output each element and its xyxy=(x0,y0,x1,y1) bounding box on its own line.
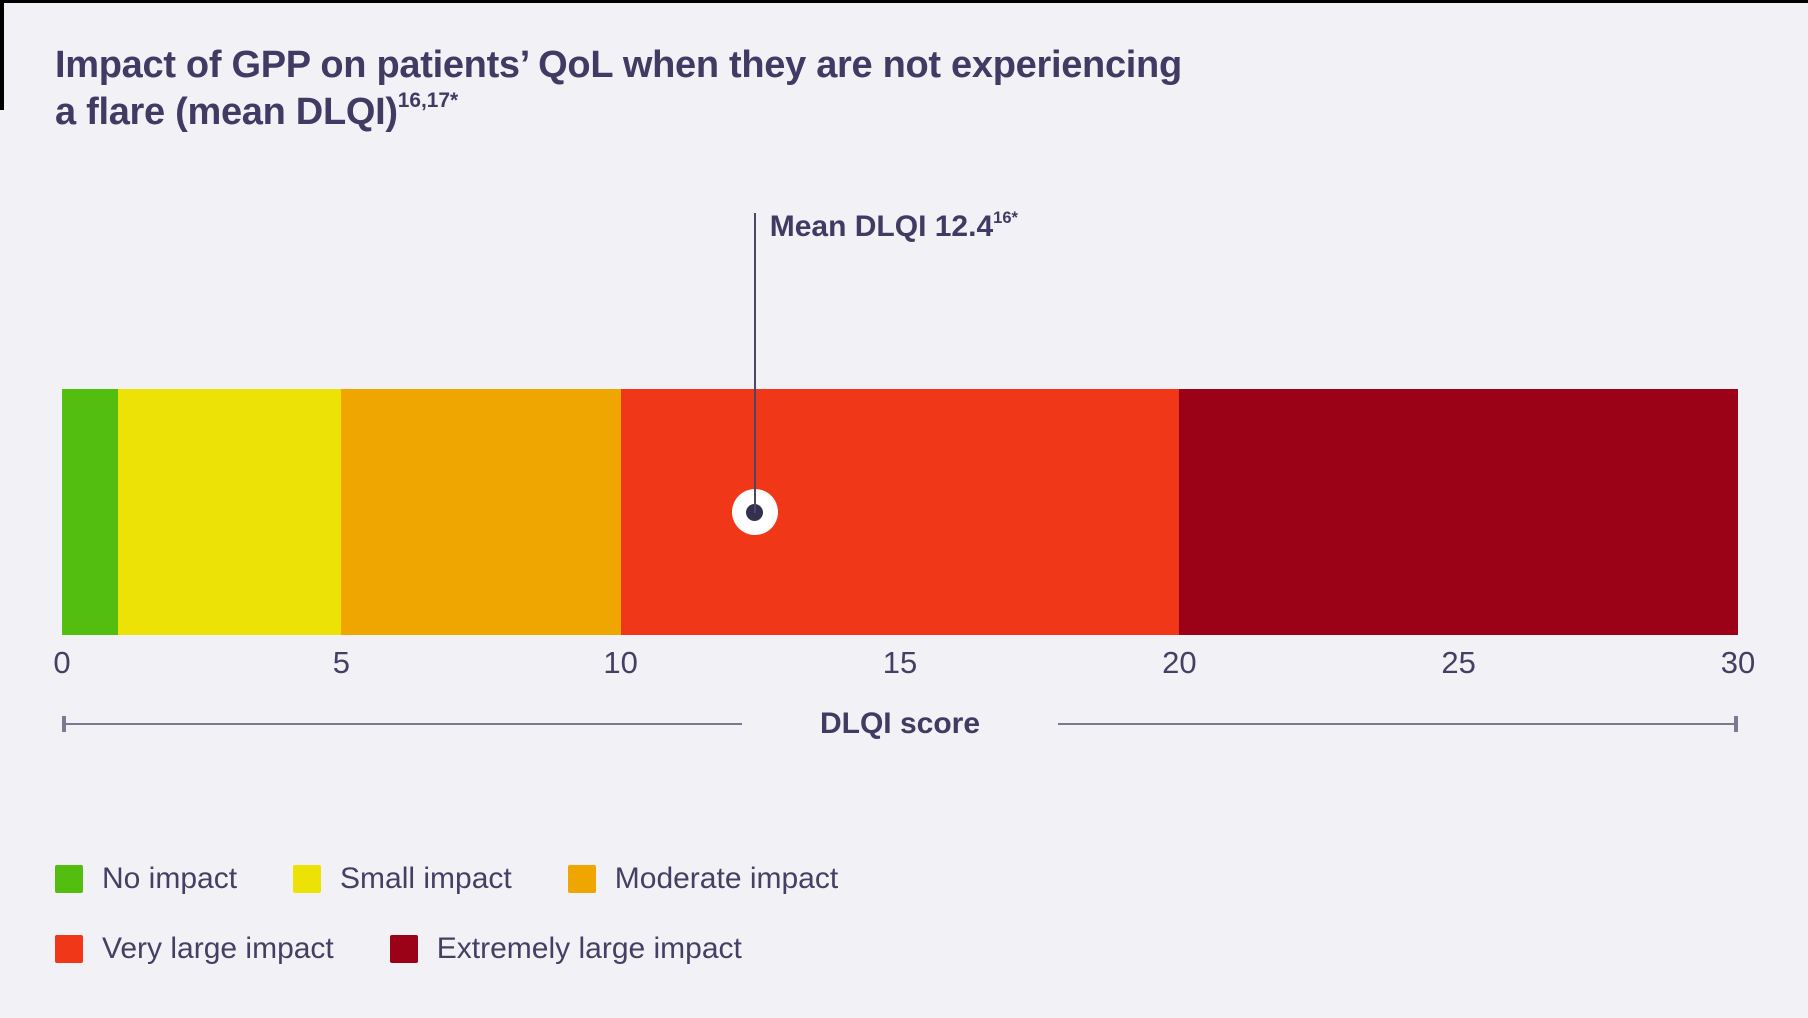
legend-swatch-icon xyxy=(55,935,83,963)
legend-label: Small impact xyxy=(340,862,512,895)
tick-label-10: 10 xyxy=(603,645,638,680)
mean-leader-line xyxy=(753,213,756,513)
title-reference-superscript: 16,17* xyxy=(397,89,459,113)
mean-dlqi-text: Mean DLQI 12.4 xyxy=(769,210,994,243)
legend-label: Extremely large impact xyxy=(436,932,742,965)
legend: No impact Small impact Moderate impact Very… xyxy=(55,862,838,1002)
x-axis-label: DLQI score xyxy=(819,707,981,740)
legend-row: No impact Small impact Moderate impact xyxy=(55,862,838,896)
tick-label-25: 25 xyxy=(1441,645,1476,680)
band-small-impact xyxy=(117,389,342,635)
legend-item-extremely-large-impact: Extremely large impact xyxy=(389,932,742,966)
mean-reference-superscript: 16* xyxy=(993,208,1018,227)
tick-label-5: 5 xyxy=(332,645,350,680)
plot-area: Mean DLQI 12.416* 0 5 10 15 20 25 30 DLQI scor… xyxy=(53,208,1755,740)
band-extremely-large-impact xyxy=(1179,389,1738,635)
legend-swatch-icon xyxy=(293,865,322,893)
legend-label: No impact xyxy=(102,862,238,895)
legend-item-moderate-impact: Moderate impact xyxy=(567,862,839,896)
tick-label-20: 20 xyxy=(1162,645,1197,680)
axis-line-left xyxy=(62,716,742,732)
top-border xyxy=(0,0,1808,3)
x-axis: DLQI score xyxy=(62,707,1738,741)
tick-label-0: 0 xyxy=(53,645,71,680)
legend-swatch-icon xyxy=(55,865,83,893)
legend-label: Very large impact xyxy=(102,932,334,965)
legend-swatch-icon xyxy=(567,865,596,893)
title-line2: a flare (mean DLQI) xyxy=(55,91,398,133)
chart-title: Impact of GPP on patients’ QoL when they… xyxy=(55,42,1182,136)
legend-row: Very large impact Extremely large impact xyxy=(55,932,838,966)
tick-label-15: 15 xyxy=(882,645,918,680)
axis-ticks: 0 5 10 15 20 25 30 xyxy=(53,645,1755,681)
dlqi-scale-bar xyxy=(62,389,1738,635)
tick-label-30: 30 xyxy=(1720,645,1756,680)
band-very-large-impact xyxy=(620,389,1180,635)
legend-item-small-impact: Small impact xyxy=(293,862,512,896)
title-line1: Impact of GPP on patients’ QoL when they… xyxy=(55,44,1182,86)
legend-swatch-icon xyxy=(389,935,418,963)
mean-dlqi-label: Mean DLQI 12.416* xyxy=(769,208,1018,244)
legend-label: Moderate impact xyxy=(614,862,839,895)
legend-item-no-impact: No impact xyxy=(55,862,237,896)
band-no-impact xyxy=(62,389,118,635)
left-border xyxy=(0,0,4,110)
legend-item-very-large-impact: Very large impact xyxy=(55,932,334,966)
band-moderate-impact xyxy=(341,389,621,635)
axis-line-right xyxy=(1058,716,1738,732)
